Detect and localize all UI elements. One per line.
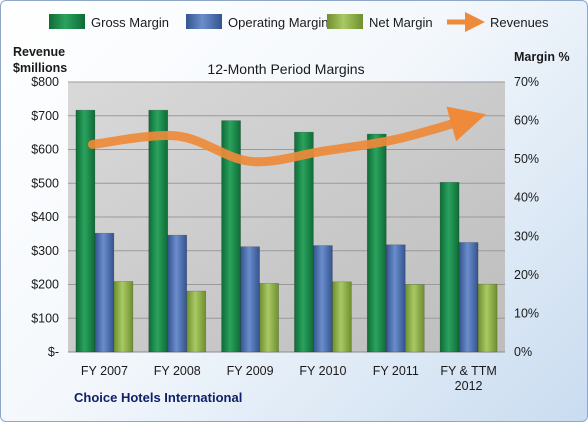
left-tick-label: $100	[31, 311, 59, 325]
bar-net-margin	[113, 281, 134, 353]
right-tick-label: 30%	[514, 229, 539, 243]
right-axis-ticks: 0% 10% 20% 30% 40% 50% 60% 70%	[514, 75, 539, 359]
left-tick-label: $-	[48, 345, 59, 359]
left-axis-ticks: $- $100 $200 $300 $400 $500 $600 $700 $800	[31, 75, 59, 359]
x-tick-label: FY 2007	[81, 364, 128, 378]
legend-swatch-gross	[49, 14, 85, 29]
x-tick-label: FY 2011	[373, 364, 419, 378]
bar-operating-margin	[94, 232, 115, 353]
bar-series	[75, 109, 498, 353]
left-tick-label: $500	[31, 176, 59, 190]
bar-operating-margin	[458, 242, 479, 353]
right-axis-title: Margin %	[514, 50, 570, 64]
legend-label-operating: Operating Margin	[228, 15, 328, 30]
revenue-series-line	[87, 106, 486, 167]
bar-net-margin	[404, 284, 425, 353]
left-tick-label: $700	[31, 109, 59, 123]
bar-gross-margin	[75, 109, 96, 353]
x-tick-label: FY & TTM 2012	[440, 364, 497, 393]
legend-label-revenues: Revenues	[490, 15, 549, 30]
left-tick-label: $300	[31, 244, 59, 258]
right-tick-label: 20%	[514, 268, 539, 282]
right-tick-label: 70%	[514, 75, 539, 89]
left-axis-title-line1: Revenue	[13, 45, 65, 59]
bar-gross-margin	[148, 109, 169, 353]
left-axis-title-line2: $millions	[13, 61, 67, 75]
right-tick-label: 40%	[514, 191, 539, 205]
left-tick-label: $600	[31, 143, 59, 157]
bar-gross-margin	[366, 133, 387, 353]
x-tick-label: FY 2010	[299, 364, 346, 378]
left-tick-label: $400	[31, 210, 59, 224]
bar-net-margin	[186, 290, 207, 353]
company-name: Choice Hotels International	[74, 390, 242, 405]
bar-gross-margin	[221, 120, 241, 353]
bar-operating-margin	[167, 234, 188, 353]
bar-operating-margin	[385, 244, 406, 353]
bar-gross-margin	[439, 181, 460, 353]
right-tick-label: 60%	[514, 114, 539, 128]
legend-swatch-operating	[186, 14, 222, 29]
legend-label-gross: Gross Margin	[91, 15, 169, 30]
bar-net-margin	[477, 283, 498, 353]
left-tick-label: $200	[31, 278, 59, 292]
revenue-line	[87, 106, 486, 167]
right-tick-label: 10%	[514, 306, 539, 320]
right-tick-label: 50%	[514, 152, 539, 166]
x-axis-ticks: FY 2007 FY 2008 FY 2009 FY 2010 FY 2011 FY & …	[81, 364, 497, 393]
legend-label-net: Net Margin	[369, 15, 433, 30]
x-tick-label: FY 2008	[154, 364, 201, 378]
gridlines	[68, 81, 505, 353]
legend: Gross Margin Operating Margin Net Margin…	[49, 12, 549, 32]
right-tick-label: 0%	[514, 345, 532, 359]
x-tick-label: FY 2009	[227, 364, 274, 378]
bar-operating-margin	[313, 245, 333, 353]
bar-net-margin	[259, 283, 279, 353]
legend-swatch-net	[327, 14, 363, 29]
left-tick-label: $800	[31, 75, 59, 89]
bar-gross-margin	[294, 131, 314, 353]
chart-title: 12-Month Period Margins	[207, 61, 364, 77]
bar-operating-margin	[240, 246, 260, 353]
bar-net-margin	[332, 281, 352, 353]
